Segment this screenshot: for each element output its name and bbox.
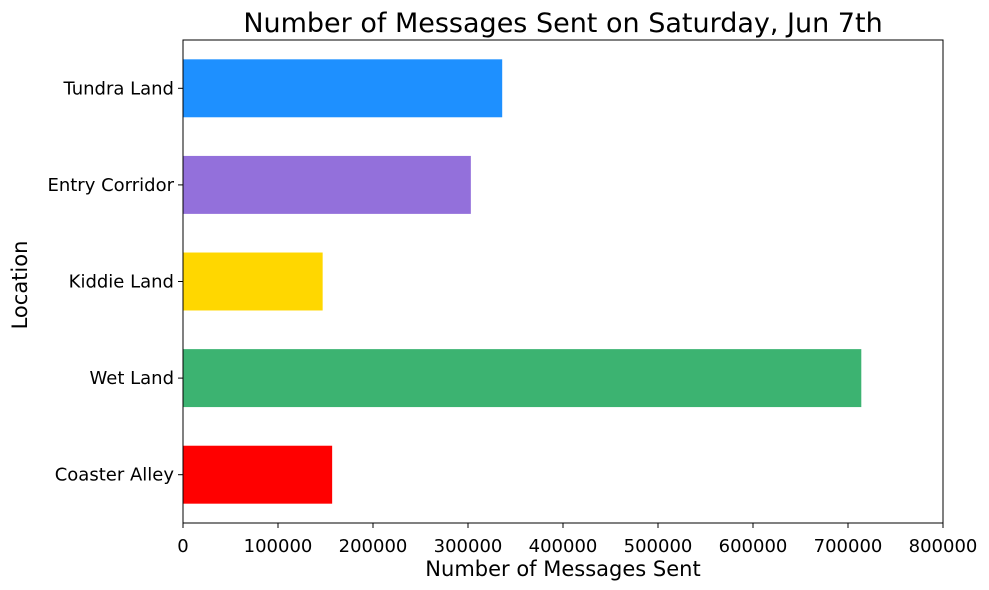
y-tick-label-tundra-land: Tundra Land [62, 78, 174, 99]
bar-coaster-alley [183, 445, 333, 504]
y-tick-label-entry-corridor: Entry Corridor [47, 175, 174, 196]
bar-entry-corridor [183, 155, 471, 214]
x-tick-label: 700000 [814, 536, 883, 557]
x-tick-label: 100000 [244, 536, 313, 557]
bars-group [183, 59, 862, 504]
bar-kiddie-land [183, 252, 323, 311]
y-tick-label-coaster-alley: Coaster Alley [55, 465, 175, 486]
x-axis-label: Number of Messages Sent [425, 557, 700, 581]
bar-wet-land [183, 349, 862, 408]
x-tick-label: 200000 [339, 536, 408, 557]
x-tick-label: 600000 [719, 536, 788, 557]
chart-title: Number of Messages Sent on Saturday, Jun… [243, 8, 882, 39]
y-axis-label: Location [8, 241, 32, 330]
bar-tundra-land [183, 59, 503, 118]
y-tick-label-wet-land: Wet Land [90, 368, 175, 389]
y-axis: Coaster Alley Wet Land Kiddie Land Entry Co… [47, 78, 183, 486]
x-tick-label: 400000 [529, 536, 598, 557]
x-tick-label: 300000 [434, 536, 503, 557]
x-axis: 0 100000 200000 300000 400000 500000 600000 700… [177, 523, 977, 557]
x-tick-label: 500000 [624, 536, 693, 557]
x-tick-label: 800000 [909, 536, 978, 557]
y-tick-label-kiddie-land: Kiddie Land [69, 272, 174, 293]
x-tick-label: 0 [177, 536, 188, 557]
